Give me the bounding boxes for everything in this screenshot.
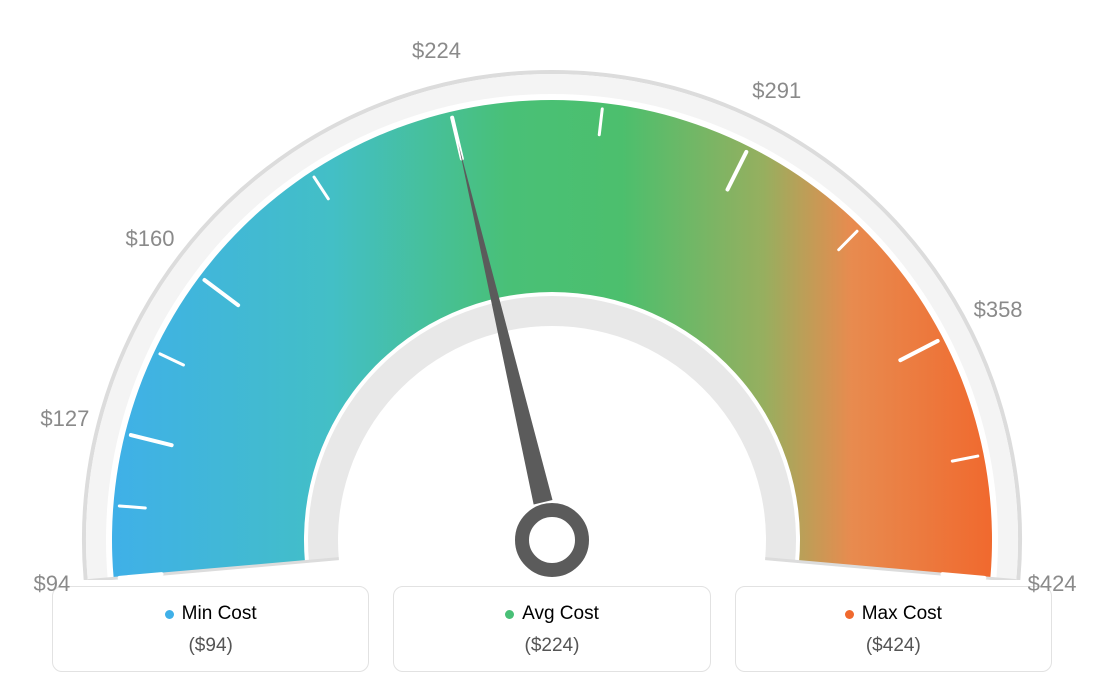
legend-title-label: Max Cost xyxy=(862,603,942,625)
gauge-tick-label: $291 xyxy=(752,78,801,104)
cost-gauge-chart xyxy=(52,20,1052,580)
legend-card-avg: Avg Cost ($224) xyxy=(393,586,710,672)
legend-title-max: Max Cost xyxy=(845,603,942,625)
gauge-tick-label: $127 xyxy=(40,406,89,432)
legend-title-label: Min Cost xyxy=(182,603,257,625)
legend-row: Min Cost ($94) Avg Cost ($224) Max Cost … xyxy=(52,586,1052,672)
gauge-tick-label: $424 xyxy=(1028,571,1077,597)
legend-card-min: Min Cost ($94) xyxy=(52,586,369,672)
gauge-tick-label: $160 xyxy=(126,226,175,252)
gauge-tick-label: $224 xyxy=(412,38,461,64)
legend-title-min: Min Cost xyxy=(165,603,257,625)
dot-icon xyxy=(845,610,854,619)
dot-icon xyxy=(165,610,174,619)
legend-value: ($424) xyxy=(736,635,1051,657)
gauge-svg xyxy=(52,20,1052,580)
gauge-tick-label: $358 xyxy=(974,297,1023,323)
legend-title-label: Avg Cost xyxy=(522,603,599,625)
gauge-tick-label: $94 xyxy=(34,571,71,597)
dot-icon xyxy=(505,610,514,619)
legend-title-avg: Avg Cost xyxy=(505,603,599,625)
legend-card-max: Max Cost ($424) xyxy=(735,586,1052,672)
legend-value: ($224) xyxy=(394,635,709,657)
legend-value: ($94) xyxy=(53,635,368,657)
